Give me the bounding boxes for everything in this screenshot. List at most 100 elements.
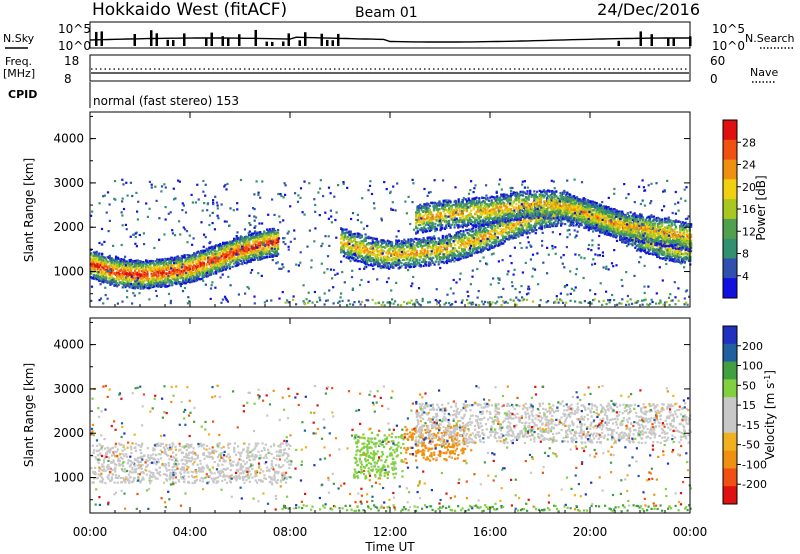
power-cell: [572, 202, 575, 205]
power-cell: [397, 267, 400, 270]
power-cell: [259, 246, 262, 249]
power-cell: [147, 261, 150, 264]
power-cell: [142, 269, 145, 272]
power-cell: [249, 252, 252, 255]
power-cell: [167, 265, 170, 268]
power-cell: [234, 247, 237, 250]
power-cell: [213, 257, 216, 260]
power-cell: [466, 251, 469, 255]
power-cell: [237, 248, 240, 251]
power-cell: [182, 272, 185, 275]
power-cell: [160, 276, 163, 279]
power-cell: [535, 220, 538, 223]
power-cell: [371, 245, 374, 248]
power-cell: [543, 224, 546, 227]
power-cell: [531, 227, 534, 230]
power-cell: [145, 276, 148, 279]
power-cell: [234, 240, 237, 243]
power-cell: [102, 273, 105, 276]
power-cell: [439, 258, 442, 261]
power-cell: [368, 260, 372, 263]
power-cell: [209, 257, 212, 260]
power-cell: [434, 243, 438, 246]
power-cell: [489, 233, 493, 236]
power-cell: [95, 256, 98, 259]
power-cell: [477, 231, 480, 234]
power-cell: [219, 251, 222, 254]
power-cell: [94, 260, 97, 263]
power-cell: [200, 252, 203, 255]
power-cell: [452, 236, 455, 239]
power-cell: [212, 267, 215, 270]
power-cell: [472, 242, 475, 245]
power-cell: [226, 250, 229, 253]
power-cell: [96, 269, 100, 272]
power-cell: [404, 252, 407, 255]
power-cell: [447, 240, 450, 243]
power-cell: [470, 229, 473, 232]
power-cell: [484, 234, 487, 237]
power-cell: [439, 250, 442, 253]
power-cell: [422, 264, 425, 268]
power-cell: [244, 251, 247, 254]
power-cell: [154, 284, 157, 287]
power-cell: [237, 256, 240, 259]
power-cell: [466, 232, 469, 235]
power-cell: [275, 232, 278, 236]
power-cell: [525, 229, 528, 232]
power-cell: [525, 228, 528, 231]
power-cell: [382, 265, 385, 269]
power-cell: [473, 238, 476, 242]
power-cell: [481, 240, 484, 243]
power-cell: [465, 246, 468, 249]
power-cell: [491, 241, 494, 244]
power-cell: [125, 263, 128, 266]
power-cell: [437, 250, 440, 253]
power-cell: [450, 237, 453, 240]
power-cell: [248, 256, 251, 260]
power-cell: [356, 244, 359, 247]
power-cell: [517, 219, 520, 222]
power-cell: [92, 254, 95, 257]
power-cell: [374, 245, 377, 248]
power-cell: [244, 261, 247, 264]
power-cell: [234, 238, 237, 241]
power-cell: [160, 272, 163, 275]
power-cell: [345, 242, 348, 245]
power-cell: [245, 249, 248, 252]
power-cell: [215, 266, 218, 269]
power-cell: [277, 240, 280, 243]
power-cell: [102, 256, 105, 259]
power-cell: [396, 264, 399, 267]
power-cell: [211, 251, 214, 254]
power-cell: [149, 260, 152, 263]
power-cell: [190, 277, 193, 280]
power-cell: [381, 249, 384, 252]
power-cell: [521, 224, 524, 228]
power-cell: [107, 272, 111, 275]
power-cell: [198, 277, 201, 281]
power-cell: [248, 233, 251, 236]
power-cell: [345, 244, 348, 247]
power-cell: [194, 254, 197, 257]
power-cell: [223, 265, 226, 268]
power-cell: [411, 263, 414, 266]
power-cell: [157, 285, 160, 288]
power-cell: [200, 258, 203, 261]
power-cell: [470, 234, 473, 237]
power-cell: [182, 279, 185, 282]
power-cell: [503, 231, 506, 234]
power-cell: [489, 230, 493, 233]
power-cell: [125, 283, 128, 286]
power-cell: [467, 233, 471, 236]
power-cell: [478, 244, 482, 247]
power-cell: [205, 247, 208, 250]
power-cell: [142, 266, 145, 269]
power-cell: [114, 280, 117, 283]
power-cell: [421, 240, 424, 243]
power-cell: [371, 257, 374, 260]
power-cell: [401, 240, 405, 244]
power-cell: [434, 251, 438, 254]
power-cell: [90, 252, 93, 255]
power-cell: [352, 258, 355, 261]
